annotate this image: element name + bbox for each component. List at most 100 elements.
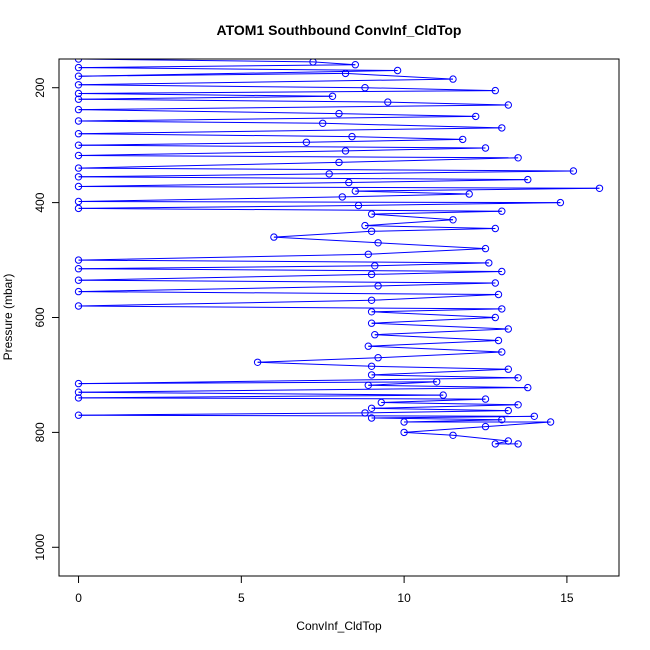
data-point (524, 175, 532, 184)
data-point (367, 308, 376, 316)
series-segment (371, 294, 499, 301)
y-tick-label: 800 (33, 422, 47, 442)
series-segment (355, 187, 600, 192)
series-segment (257, 357, 379, 363)
series-segment (338, 113, 476, 117)
series-segment (78, 93, 333, 97)
data-point (481, 144, 490, 152)
data-point (74, 276, 83, 284)
series-segment (78, 120, 323, 124)
data-point (361, 409, 369, 417)
series-segment (78, 109, 340, 115)
data-point (74, 394, 83, 402)
data-point (481, 395, 490, 403)
data-point (74, 379, 83, 388)
y-tick-label: 1000 (33, 534, 47, 561)
series-segment (371, 317, 496, 324)
data-point (498, 348, 506, 356)
data-point (74, 81, 83, 89)
series-segment (78, 268, 502, 272)
data-point (74, 95, 83, 103)
series-segment (78, 144, 486, 149)
data-point (74, 265, 83, 273)
series-segment (371, 368, 509, 376)
x-axis: 0 5 10 15 (75, 575, 574, 605)
data-point (498, 124, 506, 132)
data-point (449, 75, 457, 83)
series-segment (273, 230, 372, 238)
series-segment (371, 213, 454, 221)
series-segment (452, 434, 509, 442)
data-point (504, 365, 512, 373)
data-point (302, 138, 311, 147)
data-point (504, 101, 512, 109)
data-point (367, 227, 376, 236)
data-point (400, 418, 408, 426)
series-segment (78, 182, 349, 187)
series-segment (342, 193, 470, 198)
series-segment (78, 150, 346, 156)
data-point (367, 414, 376, 422)
data-point (364, 342, 372, 350)
data-point (74, 130, 83, 138)
data-point (524, 383, 532, 392)
series-segment (78, 291, 499, 295)
data-point (328, 92, 337, 101)
data-point (74, 105, 83, 114)
series-segment (78, 167, 574, 172)
data-point (74, 117, 83, 125)
data-point (498, 416, 506, 424)
series-segment (78, 259, 489, 264)
data-point (504, 406, 512, 415)
data-point (74, 204, 83, 213)
series-segment (368, 384, 528, 389)
series-segment (78, 279, 496, 284)
series-segment (78, 64, 356, 69)
data-point (514, 401, 522, 409)
series-segment (78, 90, 496, 94)
data-point (74, 182, 83, 191)
series-segment (371, 374, 519, 379)
series-segment (378, 351, 502, 359)
series-segment (371, 417, 502, 421)
data-point (335, 109, 343, 118)
data-point (367, 296, 376, 304)
series-segment (78, 207, 502, 212)
series-segment (78, 176, 528, 181)
data-point (309, 59, 317, 66)
y-axis-label: Pressure (mbar) (1, 274, 15, 361)
x-tick-label: 0 (75, 591, 82, 605)
data-point (367, 362, 376, 370)
data-point (498, 267, 506, 276)
series-segment (78, 205, 359, 209)
series-segment (78, 95, 333, 100)
series-segment (78, 104, 509, 111)
data-point (377, 398, 385, 407)
series-segment (371, 308, 502, 313)
data-point (319, 119, 327, 128)
series-segment (78, 115, 476, 122)
x-axis-label: ConvInf_CldTop (296, 619, 382, 633)
series-segment (78, 381, 437, 385)
series-segment (78, 265, 375, 270)
series-segment (364, 219, 454, 227)
series-segment (371, 228, 496, 232)
data-point (364, 250, 372, 259)
data-point (348, 132, 356, 141)
series-segment (78, 78, 454, 86)
data-point (341, 69, 350, 78)
series-segment (378, 282, 496, 287)
series-segment (345, 72, 454, 80)
data-point (351, 187, 359, 195)
series-segment (368, 248, 486, 255)
plot-area (74, 59, 604, 448)
data-point (439, 391, 447, 399)
series-segment (404, 431, 454, 436)
data-point (74, 141, 83, 149)
data-point (74, 302, 83, 310)
series-segment (78, 391, 444, 396)
data-point (491, 313, 499, 322)
series-segment (371, 415, 535, 419)
series-segment (371, 322, 509, 330)
data-point (341, 147, 350, 155)
